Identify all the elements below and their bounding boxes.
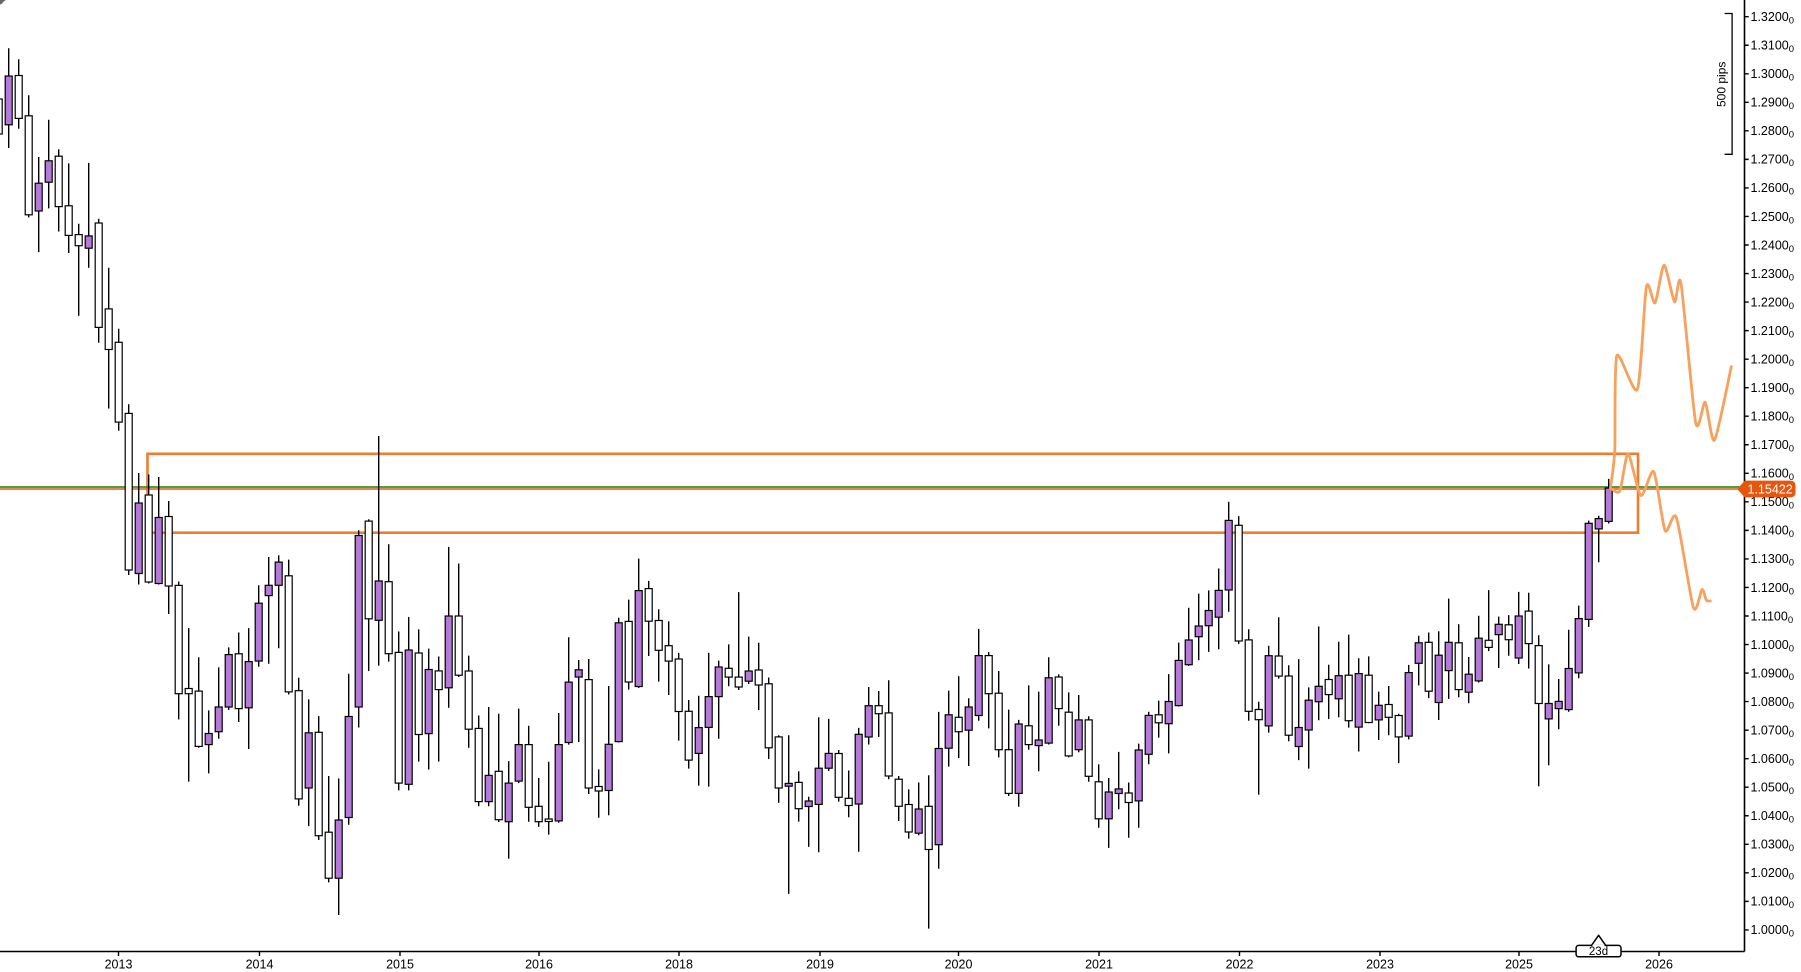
svg-text:2026: 2026: [1645, 958, 1673, 972]
svg-text:1.31000: 1.31000: [1751, 39, 1795, 56]
svg-text:2013: 2013: [105, 958, 133, 972]
svg-text:1.23000: 1.23000: [1751, 267, 1795, 284]
svg-text:2020: 2020: [945, 958, 973, 972]
svg-text:1.16000: 1.16000: [1751, 467, 1795, 484]
svg-text:1.01000: 1.01000: [1751, 895, 1795, 912]
svg-text:1.18000: 1.18000: [1751, 410, 1795, 427]
svg-text:1.19000: 1.19000: [1751, 381, 1795, 398]
svg-text:1.15000: 1.15000: [1751, 495, 1795, 512]
svg-text:1.17000: 1.17000: [1751, 438, 1795, 455]
svg-text:1.14000: 1.14000: [1751, 524, 1795, 541]
svg-text:1.20000: 1.20000: [1751, 352, 1795, 369]
svg-text:1.10000: 1.10000: [1751, 638, 1795, 655]
svg-text:1.24000: 1.24000: [1751, 238, 1795, 255]
svg-text:1.15422: 1.15422: [1748, 483, 1793, 497]
svg-text:1.32000: 1.32000: [1751, 10, 1795, 27]
svg-text:1.08000: 1.08000: [1751, 695, 1795, 712]
svg-text:1.12000: 1.12000: [1751, 581, 1795, 598]
svg-text:2019: 2019: [806, 958, 834, 972]
svg-text:1.26000: 1.26000: [1751, 181, 1795, 198]
svg-text:1.11000: 1.11000: [1751, 609, 1794, 626]
svg-text:2025: 2025: [1505, 958, 1533, 972]
svg-text:2021: 2021: [1085, 958, 1113, 972]
svg-text:1.30000: 1.30000: [1751, 67, 1795, 84]
svg-text:2023: 2023: [1366, 958, 1394, 972]
svg-text:2014: 2014: [246, 958, 274, 972]
svg-text:2018: 2018: [665, 958, 693, 972]
svg-text:1.22000: 1.22000: [1751, 295, 1795, 312]
svg-text:1.04000: 1.04000: [1751, 809, 1795, 826]
svg-text:1.06000: 1.06000: [1751, 752, 1795, 769]
svg-text:1.02000: 1.02000: [1751, 866, 1795, 883]
svg-text:1.28000: 1.28000: [1751, 124, 1795, 141]
svg-text:2022: 2022: [1226, 958, 1254, 972]
svg-text:1.03000: 1.03000: [1751, 838, 1795, 855]
svg-text:1.21000: 1.21000: [1751, 324, 1795, 341]
svg-text:500 pips: 500 pips: [1715, 62, 1729, 107]
svg-text:23d: 23d: [1589, 946, 1608, 958]
svg-text:1.13000: 1.13000: [1751, 552, 1795, 569]
svg-text:1.09000: 1.09000: [1751, 666, 1795, 683]
svg-text:1.05000: 1.05000: [1751, 781, 1795, 798]
svg-text:2015: 2015: [386, 958, 414, 972]
svg-text:1.07000: 1.07000: [1751, 723, 1795, 740]
svg-text:1.00000: 1.00000: [1751, 923, 1795, 940]
svg-text:1.29000: 1.29000: [1751, 96, 1795, 113]
svg-text:1.27000: 1.27000: [1751, 153, 1795, 170]
svg-text:2016: 2016: [525, 958, 553, 972]
svg-text:1.25000: 1.25000: [1751, 210, 1795, 227]
